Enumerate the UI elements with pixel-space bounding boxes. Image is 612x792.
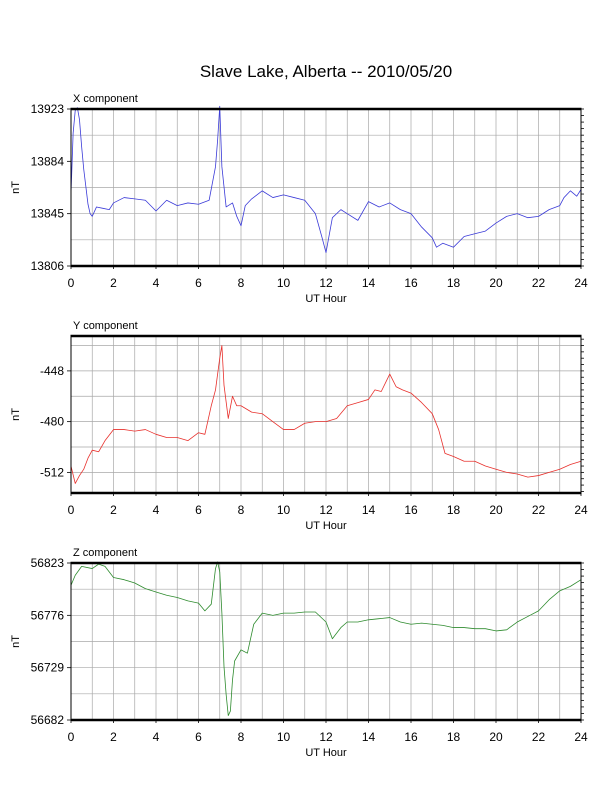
x-tick-label: 18 xyxy=(447,276,461,290)
x-tick-label: 2 xyxy=(110,276,117,290)
x-tick-label: 16 xyxy=(404,503,418,517)
x-tick-label: 18 xyxy=(447,503,461,517)
x-tick-label: 6 xyxy=(195,503,202,517)
x-tick-label: 16 xyxy=(404,276,418,290)
y-tick-label: 13806 xyxy=(31,259,65,273)
x-tick-label: 22 xyxy=(532,276,546,290)
x-tick-label: 4 xyxy=(153,730,160,744)
x-tick-label: 6 xyxy=(195,730,202,744)
x-tick-label: 0 xyxy=(68,730,75,744)
x-tick-label: 20 xyxy=(489,730,503,744)
x-tick-label: 24 xyxy=(574,276,588,290)
x-tick-label: 12 xyxy=(319,730,333,744)
x-tick-label: 14 xyxy=(362,276,376,290)
x-tick-label: 14 xyxy=(362,730,376,744)
series-line xyxy=(70,105,582,253)
x-tick-label: 22 xyxy=(532,730,546,744)
x-tick-label: 8 xyxy=(238,503,245,517)
panel-label: X component xyxy=(73,93,138,105)
x-tick-label: 6 xyxy=(195,276,202,290)
series-line xyxy=(70,561,582,716)
y-tick-label: -512 xyxy=(40,465,64,479)
panel-label: Y component xyxy=(73,320,138,332)
y-tick-label: 56729 xyxy=(31,661,65,675)
x-tick-label: 22 xyxy=(532,503,546,517)
x-tick-label: 4 xyxy=(153,276,160,290)
x-tick-label: 2 xyxy=(110,503,117,517)
x-tick-label: 20 xyxy=(489,503,503,517)
y-tick-label: -448 xyxy=(40,364,64,378)
x-tick-label: 18 xyxy=(447,730,461,744)
series-line xyxy=(70,345,582,484)
x-tick-label: 8 xyxy=(238,730,245,744)
x-tick-label: 14 xyxy=(362,503,376,517)
y-tick-label: 13923 xyxy=(31,102,65,116)
grid xyxy=(71,336,581,493)
panel-label: Z component xyxy=(73,547,137,559)
x-tick-label: 10 xyxy=(277,730,291,744)
grid xyxy=(71,109,581,266)
x-tick-label: 12 xyxy=(319,276,333,290)
x-tick-label: 8 xyxy=(238,276,245,290)
figure-title: Slave Lake, Alberta -- 2010/05/20 xyxy=(200,62,452,81)
y-axis-title: nT xyxy=(10,408,22,421)
x-tick-label: 24 xyxy=(574,503,588,517)
y-axis-title: nT xyxy=(10,181,22,194)
x-axis-title: UT Hour xyxy=(305,293,347,305)
y-tick-label: 13884 xyxy=(31,154,65,168)
x-tick-label: 16 xyxy=(404,730,418,744)
grid xyxy=(71,563,581,720)
x-tick-label: 0 xyxy=(68,503,75,517)
x-tick-label: 20 xyxy=(489,276,503,290)
x-tick-label: 2 xyxy=(110,730,117,744)
x-axis-title: UT Hour xyxy=(305,747,347,759)
y-tick-label: 56823 xyxy=(31,556,65,570)
x-tick-label: 10 xyxy=(277,503,291,517)
y-tick-label: 56776 xyxy=(31,608,65,622)
x-tick-label: 0 xyxy=(68,276,75,290)
x-tick-label: 4 xyxy=(153,503,160,517)
x-tick-label: 10 xyxy=(277,276,291,290)
y-tick-label: -480 xyxy=(40,415,64,429)
x-axis-title: UT Hour xyxy=(305,520,347,532)
x-tick-label: 24 xyxy=(574,730,588,744)
y-tick-label: 13845 xyxy=(31,207,65,221)
y-tick-label: 56682 xyxy=(31,713,65,727)
y-axis-title: nT xyxy=(10,635,22,648)
x-tick-label: 12 xyxy=(319,503,333,517)
